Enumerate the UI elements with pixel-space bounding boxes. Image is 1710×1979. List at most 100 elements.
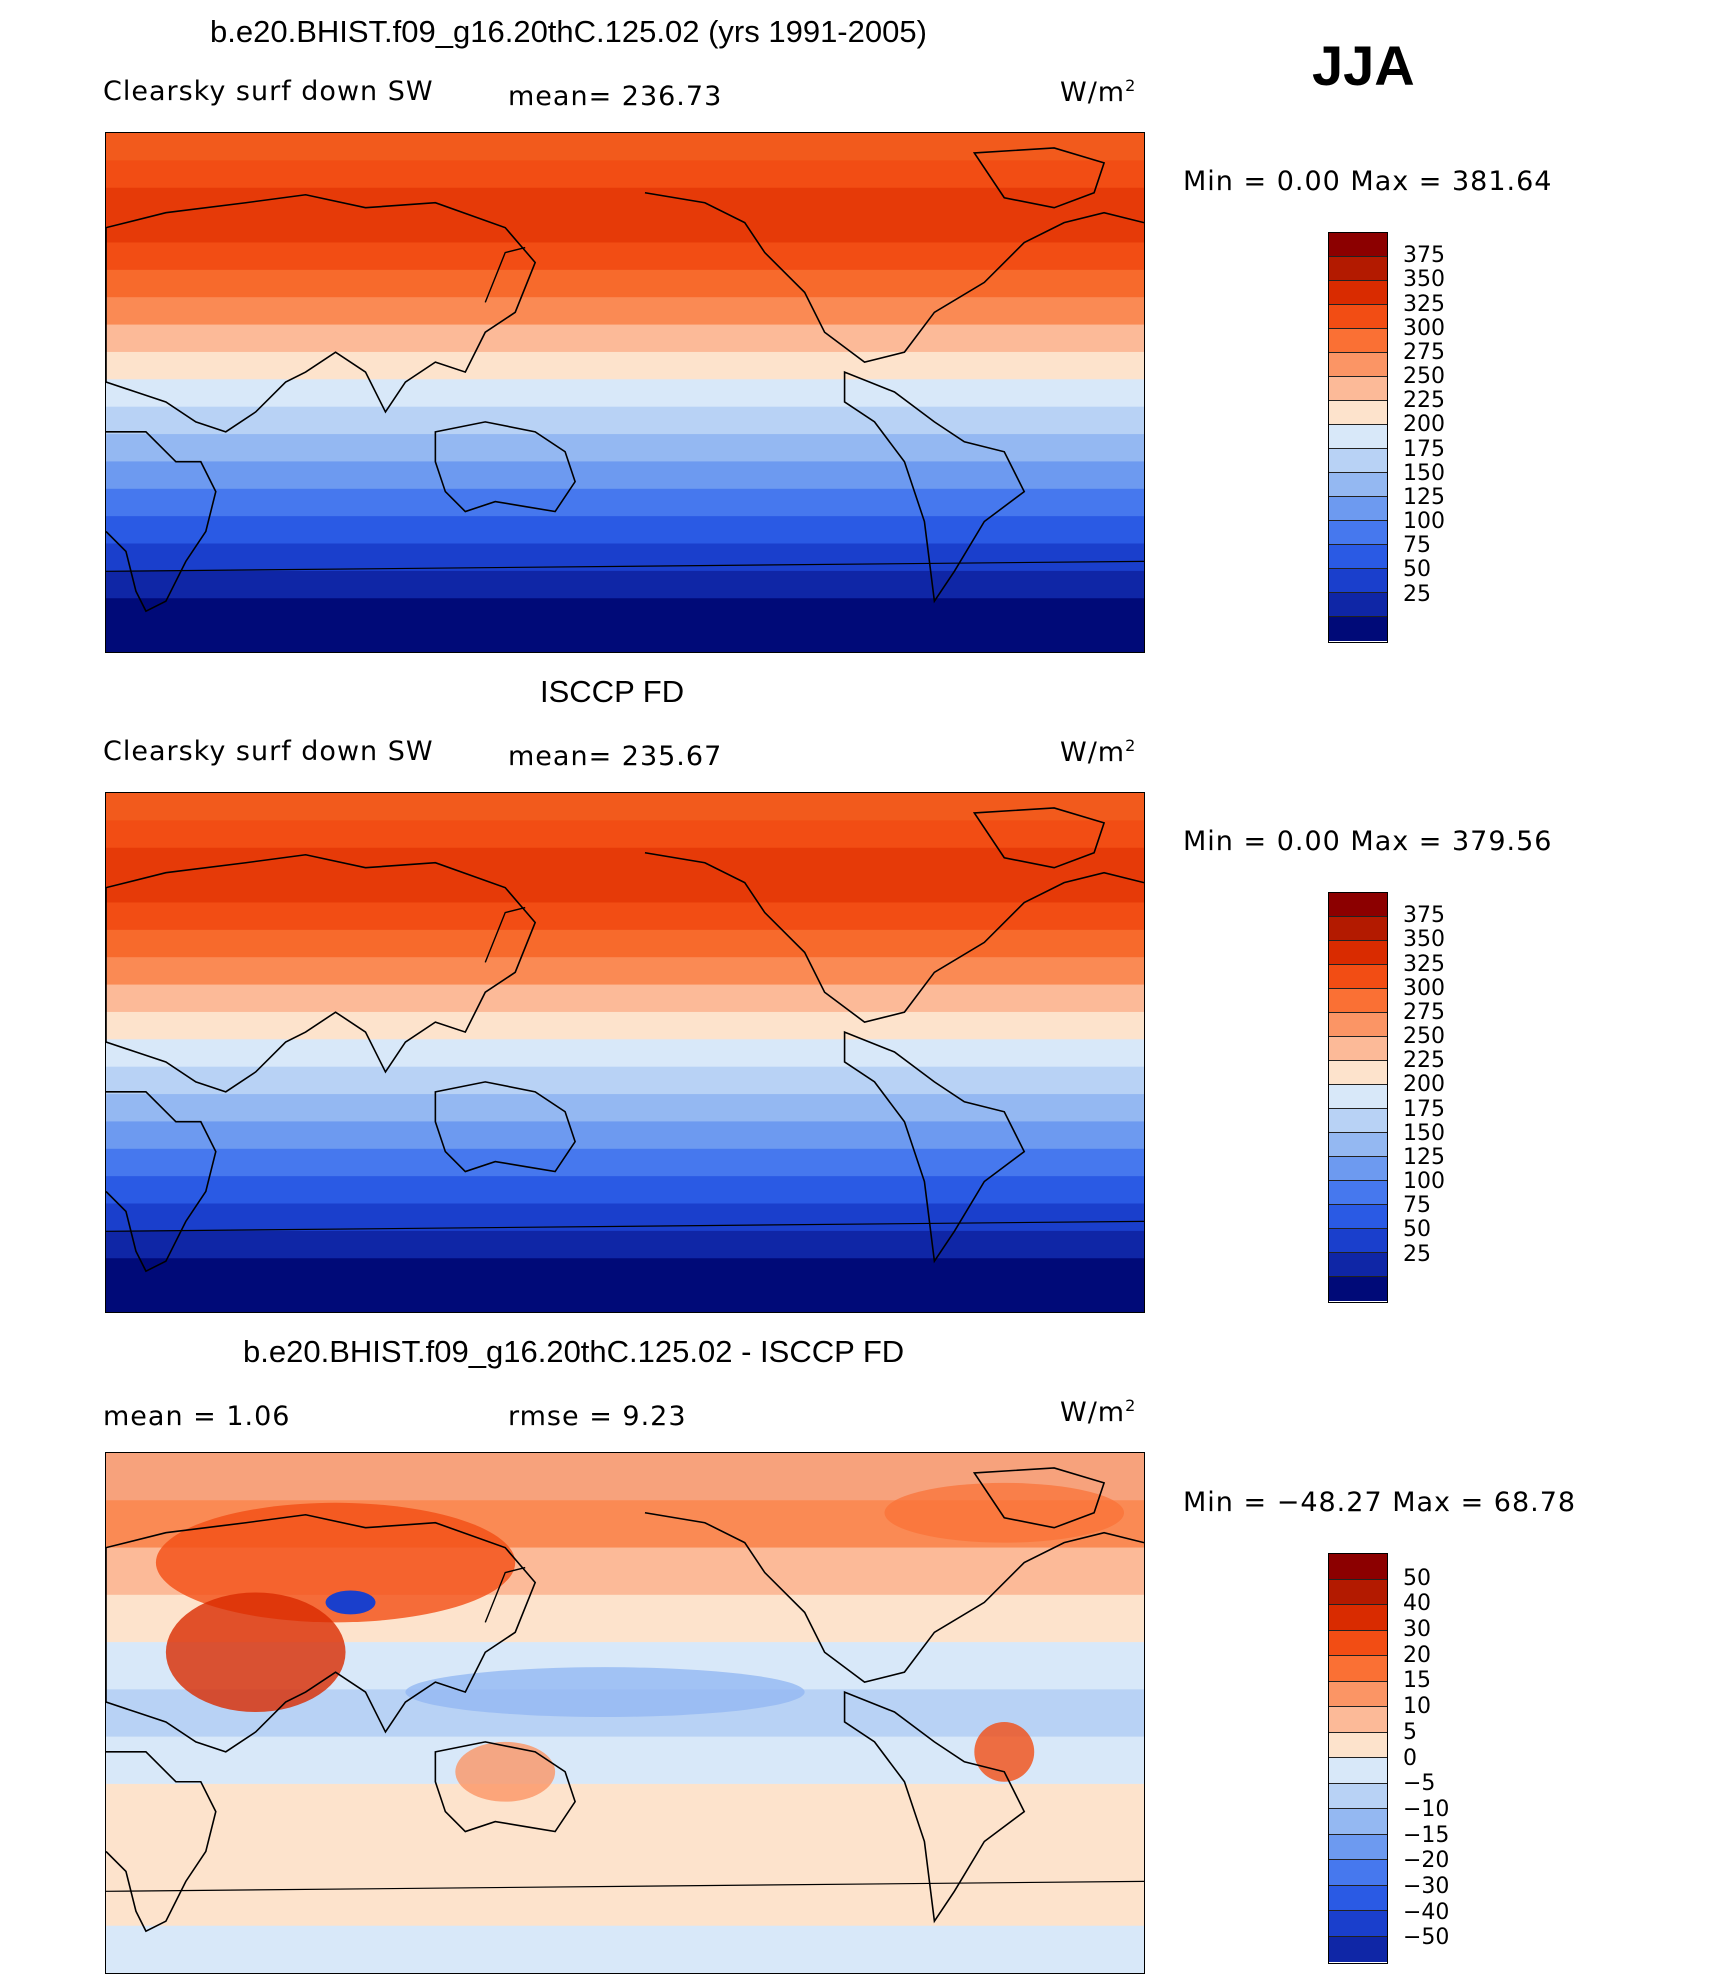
- panel3-map: [105, 1452, 1145, 1974]
- map-band: [106, 516, 1144, 545]
- colorbar-tick-label: 100: [1403, 1169, 1445, 1195]
- map-band: [106, 1121, 1144, 1150]
- colorbar-tick-label: 300: [1403, 975, 1445, 1001]
- colorbar-box: [1329, 281, 1387, 305]
- season-label: JJA: [1312, 34, 1415, 97]
- colorbar-tick-label: 150: [1403, 460, 1445, 486]
- colorbar-box: [1329, 1605, 1387, 1631]
- colorbar-box: [1329, 1037, 1387, 1061]
- colorbar-tick-label: 25: [1403, 1241, 1431, 1267]
- colorbar-tick-label: 50: [1403, 1565, 1431, 1591]
- colorbar-tick-label: 350: [1403, 927, 1445, 953]
- panel3-units: W/m2: [1060, 1396, 1137, 1428]
- colorbar-tick-label: 250: [1403, 1024, 1445, 1050]
- colorbar-box: [1329, 1860, 1387, 1886]
- colorbar-box: [1329, 257, 1387, 281]
- colorbar-box: [1329, 1229, 1387, 1253]
- colorbar-box: [1329, 1013, 1387, 1037]
- colorbar-box: [1329, 1181, 1387, 1205]
- colorbar-tick-label: 275: [1403, 999, 1445, 1025]
- map-band: [106, 1066, 1144, 1095]
- map-band: [106, 242, 1144, 271]
- colorbar-box: [1329, 521, 1387, 545]
- panel1-minmax: Min = 0.00 Max = 381.64: [1183, 166, 1553, 197]
- colorbar-tick-label: 50: [1403, 557, 1431, 583]
- colorbar-tick-label: 225: [1403, 1048, 1445, 1074]
- colorbar-tick-label: 20: [1403, 1642, 1431, 1668]
- panel1-title: b.e20.BHIST.f09_g16.20thC.125.02 (yrs 19…: [210, 14, 927, 49]
- map-band: [106, 1203, 1144, 1232]
- panel3-rmse: rmse = 9.23: [508, 1401, 687, 1432]
- colorbar-box: [1329, 941, 1387, 965]
- map-band: [106, 1094, 1144, 1123]
- colorbar-box: [1329, 965, 1387, 989]
- colorbar-box: [1329, 1834, 1387, 1860]
- map-band: [106, 543, 1144, 572]
- colorbar-box: [1329, 1253, 1387, 1277]
- map-band: [106, 434, 1144, 463]
- colorbar-tick-label: −5: [1403, 1771, 1436, 1797]
- colorbar-tick-label: 50: [1403, 1217, 1431, 1243]
- map-band: [106, 1011, 1144, 1040]
- colorbar-box: [1329, 329, 1387, 353]
- colorbar-tick-label: 250: [1403, 364, 1445, 390]
- colorbar-box: [1329, 1732, 1387, 1758]
- map-band: [106, 406, 1144, 435]
- map-band: [106, 570, 1144, 599]
- colorbar-box: [1329, 545, 1387, 569]
- map-band: [106, 351, 1144, 380]
- colorbar-tick-label: 25: [1403, 581, 1431, 607]
- panel3-minmax: Min = −48.27 Max = 68.78: [1183, 1487, 1577, 1518]
- map-band: [106, 984, 1144, 1013]
- panel3-title: b.e20.BHIST.f09_g16.20thC.125.02 - ISCCP…: [243, 1334, 905, 1369]
- map-band: [106, 215, 1144, 244]
- colorbar-box: [1329, 1109, 1387, 1133]
- panel3-map-svg: [106, 1453, 1144, 1973]
- panel2-title: ISCCP FD: [540, 674, 685, 709]
- map-band: [106, 929, 1144, 958]
- colorbar-tick-label: 200: [1403, 412, 1445, 438]
- map-band: [106, 1148, 1144, 1177]
- colorbar-box: [1329, 401, 1387, 425]
- colorbar-box: [1329, 473, 1387, 497]
- colorbar-tick-label: 15: [1403, 1668, 1431, 1694]
- panel1-map: [105, 132, 1145, 653]
- colorbar-tick-label: 275: [1403, 339, 1445, 365]
- map-band: [106, 1925, 1144, 1973]
- colorbar-tick-label: 200: [1403, 1072, 1445, 1098]
- colorbar-box: [1329, 1809, 1387, 1835]
- colorbar-tick-label: 375: [1403, 903, 1445, 929]
- colorbar-box: [1329, 593, 1387, 617]
- colorbar-box: [1329, 1911, 1387, 1937]
- colorbar-box: [1329, 305, 1387, 329]
- colorbar-box: [1329, 1277, 1387, 1301]
- map-band: [106, 133, 1144, 161]
- continent-outlines: [106, 1467, 1144, 1933]
- panel2-variable: Clearsky surf down SW: [103, 736, 434, 767]
- colorbar-tick-label: 40: [1403, 1591, 1431, 1617]
- panel2-mean: mean= 235.67: [508, 741, 723, 772]
- panel1-map-svg: [106, 133, 1144, 652]
- colorbar-box: [1329, 449, 1387, 473]
- colorbar-tick-label: −15: [1403, 1822, 1450, 1848]
- colorbar-tick-label: 350: [1403, 267, 1445, 293]
- colorbar-box: [1329, 425, 1387, 449]
- map-band: [106, 379, 1144, 408]
- map-band: [106, 902, 1144, 931]
- colorbar-box: [1329, 569, 1387, 593]
- colorbar-box: [1329, 1554, 1387, 1580]
- map-band: [106, 1285, 1144, 1312]
- colorbar-tick-label: 10: [1403, 1694, 1431, 1720]
- colorbar-tick-label: 325: [1403, 291, 1445, 317]
- colorbar-tick-label: 75: [1403, 533, 1431, 559]
- colorbar-tick-label: 325: [1403, 951, 1445, 977]
- panel2-units: W/m2: [1060, 736, 1137, 768]
- panel3-colorbar: [1328, 1553, 1388, 1964]
- map-band: [106, 1736, 1144, 1785]
- colorbar-box: [1329, 1085, 1387, 1109]
- colorbar-box: [1329, 1133, 1387, 1157]
- map-band: [106, 1878, 1144, 1927]
- colorbar-box: [1329, 1758, 1387, 1784]
- colorbar-box: [1329, 1681, 1387, 1707]
- colorbar-box: [1329, 1936, 1387, 1962]
